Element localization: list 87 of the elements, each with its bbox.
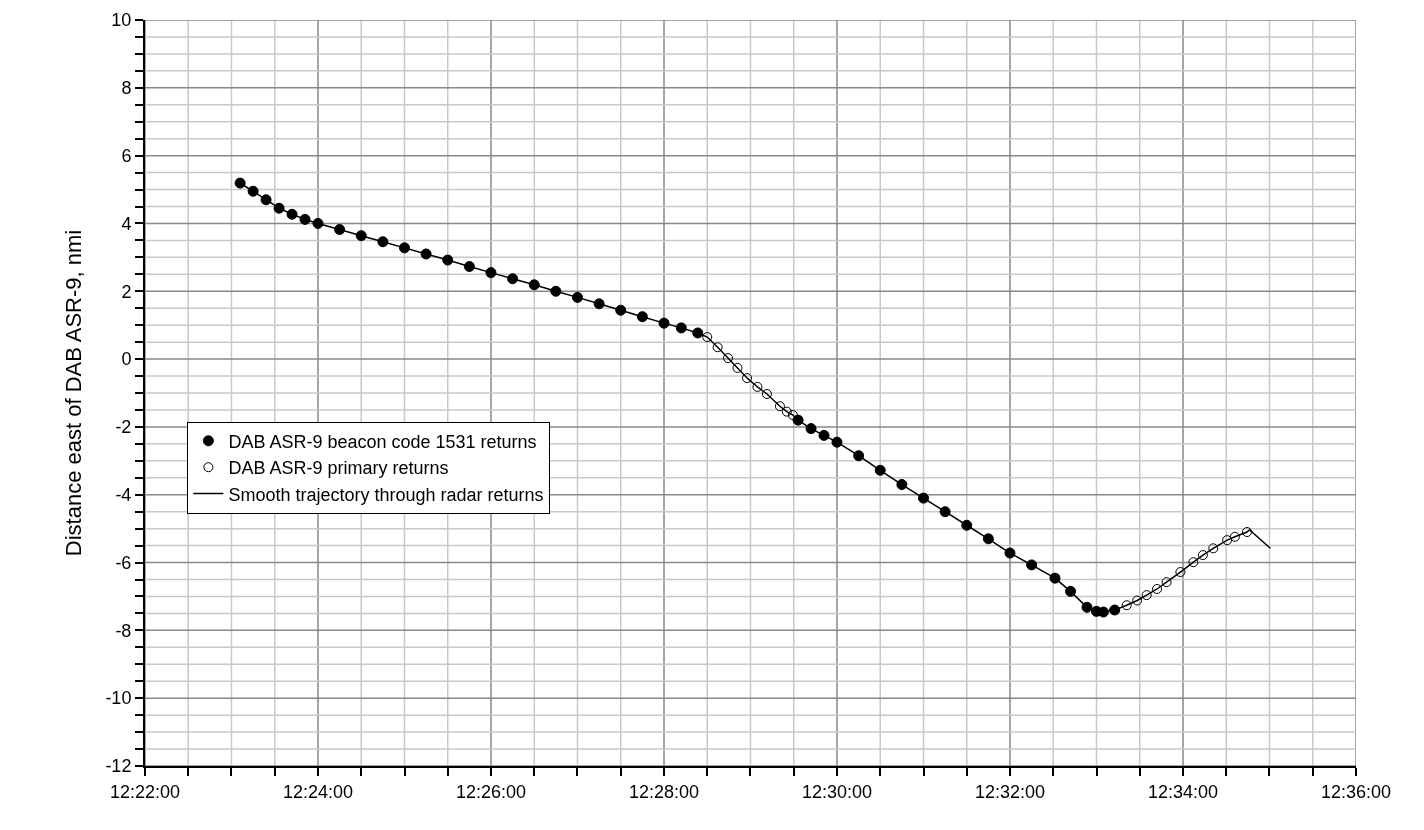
point <box>1004 547 1016 559</box>
point <box>260 194 272 206</box>
y-tick-label: 4 <box>121 213 132 234</box>
point <box>774 401 785 412</box>
legend-label: DAB ASR-9 primary returns <box>228 458 449 479</box>
point <box>896 479 908 491</box>
point <box>571 291 583 303</box>
y-tick-label: -8 <box>115 620 132 641</box>
point <box>1242 527 1253 538</box>
y-tick-label: -6 <box>115 552 132 573</box>
point <box>1065 585 1077 597</box>
point <box>805 423 817 435</box>
y-axis-title: Distance east of DAB ASR-9, nmi <box>60 229 86 557</box>
point <box>982 533 994 545</box>
x-tick-label: 12:34:00 <box>1147 781 1219 802</box>
point <box>399 242 410 254</box>
x-tick-label: 12:22:00 <box>109 781 181 802</box>
point <box>961 519 973 531</box>
point <box>874 464 886 476</box>
point <box>1222 535 1233 546</box>
point <box>636 311 648 323</box>
y-tick-label: -4 <box>115 485 132 506</box>
point <box>1026 559 1038 571</box>
point <box>299 213 311 225</box>
legend-label: Smooth trajectory through radar returns <box>228 484 544 505</box>
y-tick-label: 6 <box>121 145 132 166</box>
point <box>732 362 743 373</box>
y-tick-label: -10 <box>105 688 132 709</box>
x-tick-label: 12:26:00 <box>455 781 527 802</box>
y-tick-label: -2 <box>115 417 132 438</box>
x-tick-label: 12:24:00 <box>282 781 354 802</box>
point <box>702 332 713 343</box>
point <box>273 202 285 214</box>
point <box>615 304 627 316</box>
point <box>918 492 930 504</box>
point <box>377 236 389 248</box>
point <box>675 322 687 334</box>
x-tick-label: 12:30:00 <box>801 781 873 802</box>
point <box>528 279 540 291</box>
point <box>234 177 246 189</box>
point <box>1081 601 1093 613</box>
point <box>1229 531 1240 542</box>
point <box>247 185 259 197</box>
point <box>781 406 792 417</box>
point <box>658 317 670 329</box>
point <box>1208 543 1219 554</box>
x-tick-label: 12:36:00 <box>1320 781 1392 802</box>
y-tick-label: 0 <box>121 349 132 370</box>
point <box>355 230 367 242</box>
point <box>442 254 454 266</box>
point <box>463 261 475 273</box>
point <box>312 217 324 229</box>
point <box>787 410 798 421</box>
point <box>1188 557 1199 568</box>
point <box>723 353 733 364</box>
point <box>507 273 519 285</box>
point <box>1197 550 1208 561</box>
point <box>420 248 432 260</box>
point <box>712 342 723 353</box>
point <box>1109 604 1121 616</box>
point <box>761 389 772 400</box>
point <box>550 285 562 297</box>
point <box>1049 572 1061 584</box>
point <box>286 208 298 220</box>
point <box>831 436 843 448</box>
y-tick-label: 10 <box>111 10 132 31</box>
point <box>1152 583 1163 594</box>
legend-label: DAB ASR-9 beacon code 1531 returns <box>228 431 537 452</box>
y-tick-label: 8 <box>121 78 132 99</box>
y-tick-label: -12 <box>105 756 132 777</box>
point <box>593 298 605 310</box>
point <box>742 373 753 384</box>
point <box>752 381 763 392</box>
point <box>853 450 865 462</box>
point <box>818 429 830 441</box>
point <box>692 327 704 339</box>
point <box>1141 590 1152 601</box>
point <box>1132 595 1143 606</box>
point <box>334 224 346 236</box>
y-tick-label: 2 <box>121 281 132 302</box>
point <box>485 267 497 279</box>
point <box>939 506 951 518</box>
point <box>1121 600 1132 611</box>
point <box>1161 577 1172 588</box>
x-tick-label: 12:32:00 <box>974 781 1046 802</box>
x-tick-label: 12:28:00 <box>628 781 700 802</box>
point <box>1175 567 1186 578</box>
